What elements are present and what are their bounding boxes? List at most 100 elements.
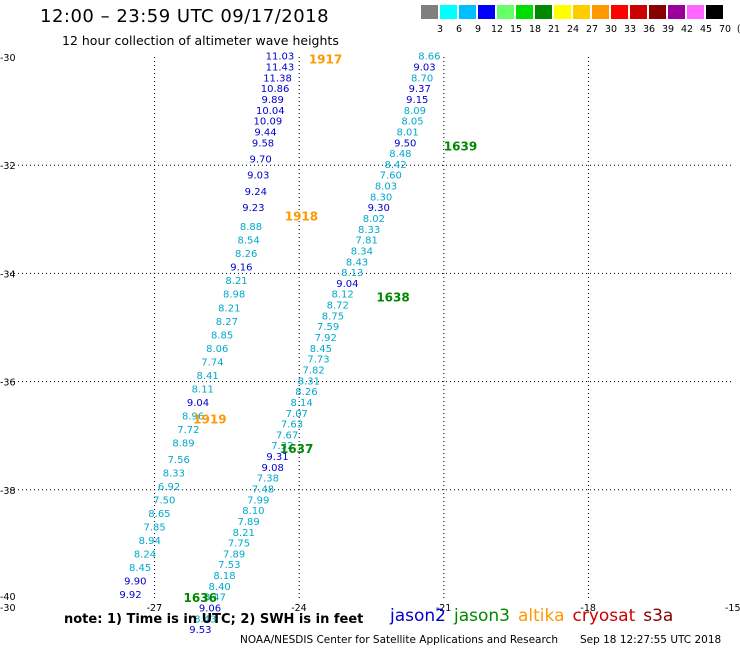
wave-height-value: 8.47: [204, 593, 226, 604]
wave-height-value: 9.90: [124, 576, 146, 587]
color-scale-label: 45: [699, 24, 713, 35]
color-scale-label: 21: [547, 24, 561, 35]
wave-height-value: 11.38: [263, 73, 292, 84]
wave-height-value: 8.75: [322, 311, 344, 322]
x-tick-label: -15: [725, 603, 740, 614]
wave-height-value: 8.72: [327, 301, 349, 312]
wave-height-value: 7.89: [237, 517, 259, 528]
color-swatch: [440, 5, 457, 19]
color-scale-label: 70: [718, 24, 732, 35]
legend-item-jason3: jason3: [454, 606, 510, 626]
legend-item-s3a: s3a: [643, 606, 674, 626]
pass-time-stamp: 1639: [444, 139, 477, 153]
color-scale-label: 24: [566, 24, 580, 35]
wave-height-value: 8.01: [397, 127, 419, 138]
wave-height-value: 8.26: [295, 387, 317, 398]
y-tick-label: -34: [0, 269, 16, 280]
color-scale-label: 42: [680, 24, 694, 35]
wave-height-value: 9.04: [336, 279, 358, 290]
wave-height-value: 7.99: [247, 495, 269, 506]
color-swatch: [630, 5, 647, 19]
wave-height-value: 7.48: [252, 485, 274, 496]
page-subtitle: 12 hour collection of altimeter wave hei…: [62, 33, 339, 48]
wave-height-value: 8.30: [370, 192, 392, 203]
legend-item-cryosat: cryosat: [572, 606, 636, 626]
wave-height-value: 7.82: [303, 365, 325, 376]
wave-height-value: 8.12: [331, 290, 353, 301]
wave-height-value: 7.74: [201, 357, 223, 368]
wave-height-value: 9.03: [247, 171, 269, 182]
wave-height-value: 7.67: [276, 430, 298, 441]
wave-height-value: 8.94: [139, 536, 161, 547]
wave-height-value: 8.43: [194, 614, 216, 625]
color-swatch: [706, 5, 723, 19]
color-scale-label: 30: [604, 24, 618, 35]
page-title: 12:00 – 23:59 UTC 09/17/2018: [40, 6, 330, 27]
color-swatch: [535, 5, 552, 19]
color-scale-label: 6: [455, 24, 463, 35]
wave-height-value: 7.53: [218, 560, 240, 571]
color-scale-label: 3: [436, 24, 444, 35]
x-tick-label: -27: [147, 603, 163, 614]
wave-height-value: 10.86: [261, 84, 290, 95]
wave-height-value: 7.32: [271, 441, 293, 452]
wave-height-value: 9.30: [368, 203, 390, 214]
color-scale-label: 27: [585, 24, 599, 35]
color-swatch: [554, 5, 571, 19]
lat-lon-grid: [10, 57, 733, 598]
wave-height-value: 7.38: [257, 474, 279, 485]
footer-organization: NOAA/NESDIS Center for Satellite Applica…: [240, 634, 558, 646]
wave-height-value: 8.21: [233, 528, 255, 539]
wave-height-value: 7.60: [380, 171, 402, 182]
wave-height-value: 6.92: [158, 482, 180, 493]
wave-height-value: 8.13: [341, 268, 363, 279]
color-scale-label: (ft): [729, 24, 740, 35]
color-swatch: [687, 5, 704, 19]
wave-height-value: 8.34: [351, 246, 373, 257]
wave-height-value: 9.70: [250, 154, 272, 165]
color-swatch: [592, 5, 609, 19]
wave-height-value: 9.37: [409, 84, 431, 95]
wave-height-value: 8.45: [310, 344, 332, 355]
wave-height-value: 8.43: [346, 257, 368, 268]
pass-time-labels: 1917 1918 1919 1639 1638 1637 1636: [184, 53, 478, 605]
wave-height-value: 7.07: [286, 409, 308, 420]
color-swatch: [668, 5, 685, 19]
wave-height-value: 9.89: [262, 95, 284, 106]
pass-time-stamp: 1636: [184, 591, 217, 605]
wave-height-value: 7.73: [307, 355, 329, 366]
wave-height-value: 7.63: [281, 420, 303, 431]
wave-height-value: 9.92: [119, 590, 141, 601]
pass-time-stamp: 1637: [280, 442, 313, 456]
wave-height-value: 9.04: [187, 398, 209, 409]
wave-height-value: 8.98: [223, 290, 245, 301]
wave-height-value: 8.18: [213, 571, 235, 582]
color-swatch: [516, 5, 533, 19]
wave-height-value: 8.40: [209, 582, 231, 593]
wave-height-value: 8.21: [225, 276, 247, 287]
color-swatch: [421, 5, 438, 19]
wave-height-value: 7.56: [168, 455, 190, 466]
axis-ticks: -30 -27 -24 -21 -18 -15 -30 -32 -34 -36 -38 -40: [0, 53, 740, 614]
wave-height-value: 8.89: [172, 439, 194, 450]
color-swatch: [497, 5, 514, 19]
wave-height-value: 8.09: [404, 106, 426, 117]
x-tick-label: -21: [436, 603, 452, 614]
color-swatch: [459, 5, 476, 19]
wave-height-value: 8.03: [375, 182, 397, 193]
wave-height-value: 8.26: [235, 249, 257, 260]
wave-height-value: 8.96: [182, 411, 204, 422]
color-swatch: [649, 5, 666, 19]
wave-height-value: 8.54: [237, 236, 259, 247]
wave-height-value: 7.89: [223, 549, 245, 560]
wave-height-value: 8.31: [298, 376, 320, 387]
wave-height-value: 8.33: [163, 468, 185, 479]
color-scale-label: 12: [490, 24, 504, 35]
wave-height-value: 8.27: [216, 317, 238, 328]
color-scale-label: 33: [623, 24, 637, 35]
y-tick-label: -40: [0, 592, 16, 603]
wave-height-value: 9.16: [230, 263, 252, 274]
wave-height-value: 7.72: [177, 425, 199, 436]
wave-height-value: 8.42: [384, 160, 406, 171]
